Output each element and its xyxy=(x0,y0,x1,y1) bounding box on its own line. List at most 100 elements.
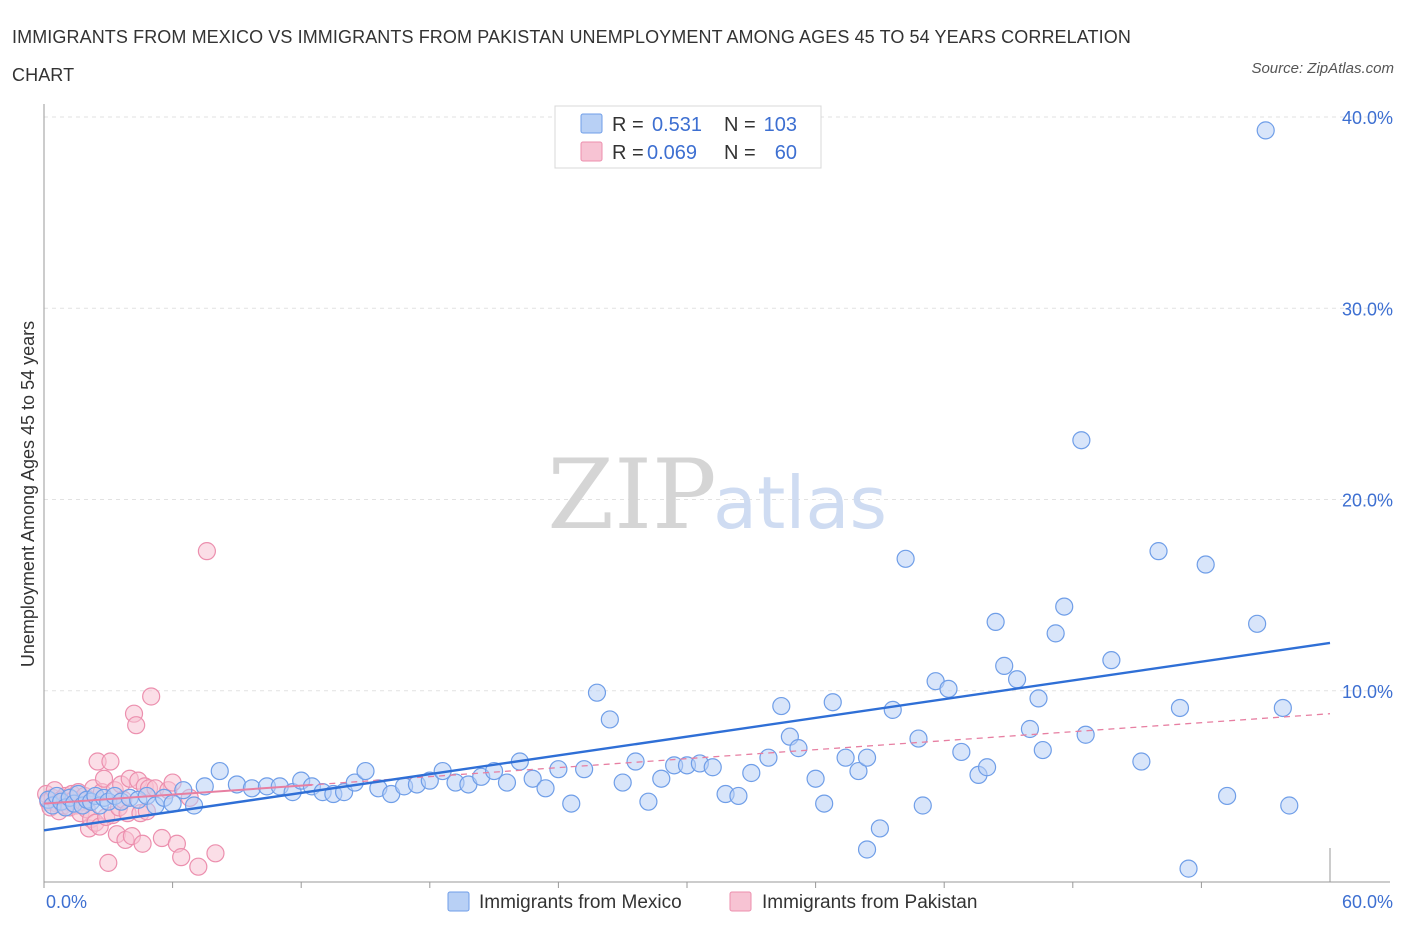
data-point-mexico xyxy=(772,696,791,716)
data-point-mexico xyxy=(995,656,1014,675)
data-point-mexico xyxy=(1020,719,1040,739)
bottom-legend-swatch-pakistan xyxy=(729,891,752,912)
data-point-pakistan xyxy=(133,834,152,853)
data-point-mexico xyxy=(1218,786,1237,806)
data-point-mexico xyxy=(195,777,214,796)
data-point-mexico xyxy=(857,840,877,859)
data-point-mexico xyxy=(184,796,204,815)
legend-swatch-pakistan xyxy=(580,141,603,162)
data-point-mexico xyxy=(729,786,748,806)
watermark: ZIP atlas xyxy=(547,439,887,551)
data-point-pakistan xyxy=(189,857,208,876)
data-point-mexico xyxy=(857,748,877,767)
bottom-legend-label-mexico: Immigrants from Mexico xyxy=(479,892,682,913)
data-point-mexico xyxy=(1256,121,1275,140)
data-point-mexico xyxy=(836,748,855,767)
data-point-mexico xyxy=(806,769,825,788)
watermark-atlas: atlas xyxy=(713,461,887,545)
data-point-mexico xyxy=(913,796,932,815)
data-point-mexico xyxy=(1273,698,1292,718)
data-point-mexico xyxy=(1132,752,1151,771)
data-point-mexico xyxy=(870,819,890,838)
data-point-mexico xyxy=(789,739,808,758)
legend-r-value-pakistan: 0.069 xyxy=(647,142,697,164)
data-point-mexico xyxy=(562,794,581,813)
data-point-mexico xyxy=(1033,740,1052,760)
legend-n-value-mexico: 103 xyxy=(764,114,797,136)
legend-swatch-mexico xyxy=(580,113,603,134)
data-point-mexico xyxy=(986,612,1005,632)
data-point-mexico xyxy=(639,792,658,811)
data-point-mexico xyxy=(1248,614,1267,633)
y-tick-label: 20.0% xyxy=(1342,491,1393,511)
bottom-legend-swatch-mexico xyxy=(447,891,470,912)
data-point-mexico xyxy=(742,763,761,783)
grid-lines xyxy=(44,116,1390,692)
legend-n-label-pakistan: N = xyxy=(724,142,756,164)
data-point-mexico xyxy=(1280,796,1299,815)
data-point-pakistan xyxy=(101,752,120,771)
data-point-mexico xyxy=(600,710,619,729)
source-label: Source: ZipAtlas.com xyxy=(1251,60,1394,77)
data-point-mexico xyxy=(1170,698,1190,718)
bottom-legend: Immigrants from Mexico Immigrants from P… xyxy=(447,891,977,913)
data-point-pakistan xyxy=(206,844,225,863)
data-point-mexico xyxy=(1179,859,1198,878)
data-point-mexico xyxy=(939,679,958,698)
data-point-mexico xyxy=(977,758,997,777)
data-point-mexico xyxy=(497,773,517,792)
chart-title: IMMIGRANTS FROM MEXICO VS IMMIGRANTS FRO… xyxy=(12,27,1131,85)
data-point-mexico xyxy=(356,761,375,781)
legend-r-value-mexico: 0.531 xyxy=(652,114,702,136)
legend-r-label-mexico: R = xyxy=(612,114,644,136)
top-legend: R = 0.531 N = 103 R = 0.069 N = 60 xyxy=(554,105,822,169)
data-point-pakistan xyxy=(142,687,161,706)
data-point-mexico xyxy=(613,773,632,792)
trend-lines xyxy=(43,641,1331,832)
x-tick-label-max: 60.0% xyxy=(1342,892,1393,912)
trend-line-mexico xyxy=(43,641,1331,832)
y-axis-label: Unemployment Among Ages 45 to 54 years xyxy=(18,321,38,667)
data-point-mexico xyxy=(1007,670,1027,689)
data-point-mexico xyxy=(523,769,542,788)
y-tick-label: 40.0% xyxy=(1342,108,1393,128)
data-point-pakistan xyxy=(99,853,118,872)
data-point-mexico xyxy=(849,761,868,781)
y-tick-label: 30.0% xyxy=(1342,299,1393,319)
data-point-pakistan xyxy=(172,848,191,867)
data-point-pakistan xyxy=(197,542,216,561)
data-point-mexico xyxy=(549,760,568,779)
data-point-mexico xyxy=(896,549,915,568)
data-point-mexico xyxy=(909,729,928,748)
data-point-mexico xyxy=(1149,542,1168,561)
y-tick-label: 10.0% xyxy=(1342,682,1393,702)
x-tick-label-min: 0.0% xyxy=(46,892,87,912)
data-point-mexico xyxy=(587,683,607,702)
data-point-mexico xyxy=(1055,597,1074,616)
data-point-mexico xyxy=(1196,555,1215,574)
data-point-mexico xyxy=(174,781,193,800)
data-point-mexico xyxy=(815,794,834,813)
pakistan-series xyxy=(37,542,225,876)
trend-line-pakistan-solid xyxy=(43,783,312,805)
data-point-mexico xyxy=(485,761,504,781)
data-point-pakistan xyxy=(127,716,146,735)
data-point-mexico xyxy=(1102,651,1121,670)
watermark-zip: ZIP xyxy=(547,439,716,551)
data-point-mexico xyxy=(210,761,229,781)
data-point-mexico xyxy=(536,779,555,798)
data-point-mexico xyxy=(626,752,645,771)
data-point-mexico xyxy=(1076,725,1095,744)
axes: 10.0% 20.0% 30.0% 40.0% 0.0% 60.0% xyxy=(43,104,1393,912)
data-point-pakistan xyxy=(94,769,114,788)
data-point-mexico xyxy=(1046,624,1065,643)
data-point-mexico xyxy=(703,758,722,777)
data-point-mexico xyxy=(652,769,671,788)
legend-r-label-pakistan: R = xyxy=(612,142,644,164)
legend-n-value-pakistan: 60 xyxy=(775,142,797,164)
legend-n-label-mexico: N = xyxy=(724,114,756,136)
data-point-mexico xyxy=(759,748,778,767)
data-point-mexico xyxy=(883,700,902,719)
data-point-mexico xyxy=(823,693,842,712)
